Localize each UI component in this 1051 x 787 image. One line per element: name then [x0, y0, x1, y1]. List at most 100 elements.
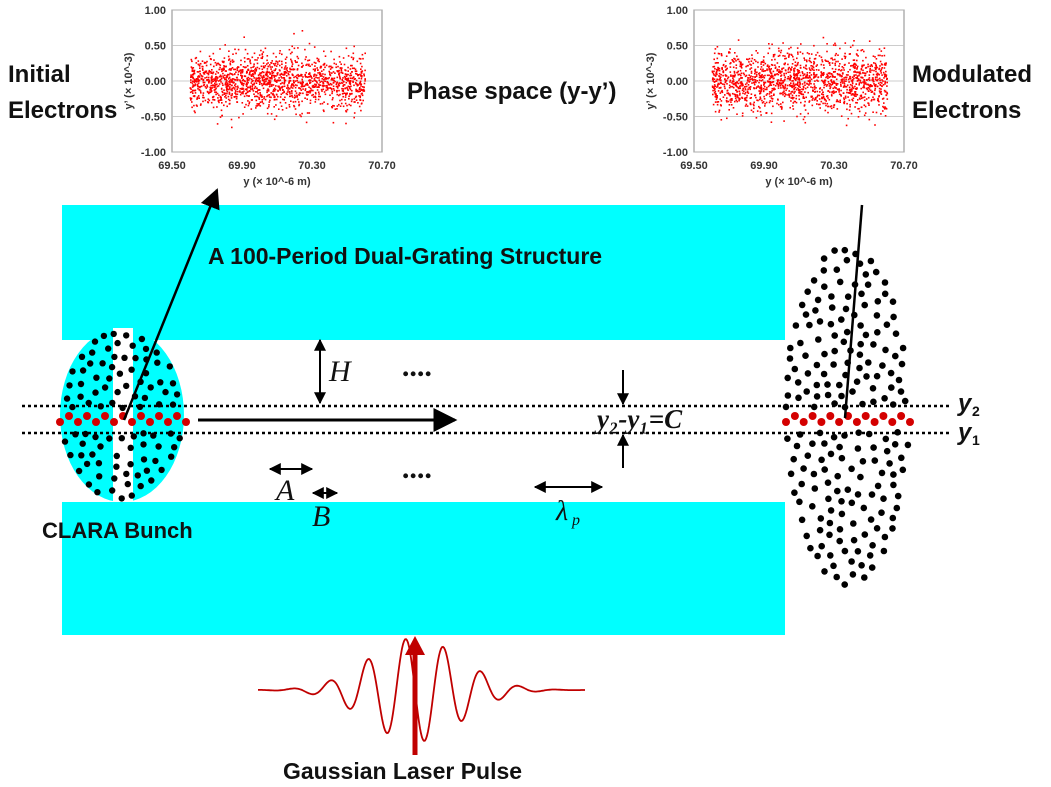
- scatter-point: [729, 79, 732, 82]
- scatter-point: [882, 97, 885, 100]
- scatter-point: [190, 76, 192, 79]
- scatter-point: [792, 105, 794, 107]
- lower-grating-slot: [709, 432, 732, 502]
- electron-dot: [850, 520, 857, 527]
- scatter-point: [225, 65, 227, 68]
- scatter-point: [209, 58, 212, 60]
- scatter-point: [776, 69, 778, 72]
- scatter-point: [314, 95, 316, 98]
- scatter-point: [228, 50, 230, 52]
- scatter-point: [233, 68, 235, 71]
- scatter-point: [288, 91, 291, 93]
- scatter-point: [789, 74, 792, 77]
- scatter-point: [862, 59, 864, 62]
- scatter-point: [843, 97, 845, 99]
- scatter-point: [324, 66, 326, 69]
- scatter-point: [209, 63, 212, 66]
- scatter-point: [761, 79, 764, 81]
- scatter-point: [771, 87, 774, 90]
- scatter-point: [236, 76, 238, 79]
- scatter-point: [268, 80, 271, 82]
- scatter-point: [230, 84, 233, 87]
- scatter-point: [849, 83, 852, 86]
- scatter-point: [205, 70, 208, 72]
- scatter-point: [774, 67, 777, 69]
- scatter-point: [793, 96, 795, 99]
- scatter-point: [213, 78, 215, 80]
- scatter-point: [359, 83, 361, 85]
- scatter-point: [274, 68, 277, 70]
- scatter-point: [845, 85, 848, 88]
- scatter-point: [773, 93, 775, 96]
- scatter-point: [809, 60, 811, 63]
- scatter-point: [346, 108, 349, 111]
- scatter-point: [782, 55, 784, 57]
- scatter-point: [292, 68, 295, 70]
- scatter-point: [315, 62, 317, 64]
- electron-dot: [899, 466, 907, 474]
- scatter-point: [228, 73, 230, 76]
- scatter-point: [841, 78, 844, 80]
- scatter-point: [317, 91, 320, 93]
- scatter-point: [758, 74, 761, 76]
- scatter-point: [800, 90, 803, 93]
- scatter-point: [294, 75, 297, 78]
- scatter-point: [334, 72, 336, 74]
- scatter-point: [246, 52, 249, 55]
- scatter-point: [722, 70, 725, 72]
- scatter-point: [218, 68, 220, 71]
- scatter-point: [718, 69, 721, 72]
- upper-grating-teeth: [182, 340, 785, 406]
- scatter-point: [204, 70, 207, 73]
- electron-dot: [821, 283, 828, 291]
- scatter-point: [782, 91, 784, 94]
- scatter-point: [820, 74, 822, 77]
- scatter-point: [762, 101, 765, 103]
- scatter-point: [731, 85, 734, 88]
- scatter-point: [839, 81, 842, 84]
- scatter-point: [296, 76, 298, 79]
- scatter-point: [778, 71, 780, 73]
- scatter-point: [305, 76, 308, 78]
- scatter-point: [193, 110, 196, 112]
- scatter-point: [852, 66, 855, 68]
- electron-dot: [871, 457, 879, 464]
- scatter-point: [737, 39, 740, 41]
- scatter-point: [724, 94, 726, 96]
- scatter-point: [226, 105, 228, 108]
- scatter-point: [719, 87, 722, 89]
- scatter-point: [838, 73, 841, 76]
- scatter-point: [835, 84, 838, 86]
- scatter-point: [269, 81, 272, 84]
- scatter-point: [321, 102, 324, 105]
- scatter-point: [835, 82, 838, 85]
- scatter-point: [886, 85, 888, 87]
- scatter-point: [192, 84, 195, 87]
- scatter-point: [211, 87, 213, 89]
- scatter-point: [762, 59, 765, 62]
- scatter-point: [796, 57, 798, 60]
- scatter-point: [845, 74, 848, 76]
- scatter-point: [825, 104, 827, 107]
- scatter-point: [734, 95, 737, 97]
- scatter-point: [208, 91, 211, 93]
- electron-dot: [848, 558, 855, 565]
- electron-dot: [92, 389, 99, 396]
- scatter-point: [781, 84, 784, 87]
- scatter-point: [799, 89, 801, 91]
- scatter-point: [308, 42, 311, 45]
- scatter-point: [788, 93, 790, 95]
- scatter-point: [741, 89, 744, 92]
- scatter-point: [883, 63, 886, 66]
- scatter-point: [785, 89, 787, 92]
- scatter-point: [748, 61, 750, 63]
- scatter-point: [197, 95, 200, 97]
- scatter-point: [309, 81, 311, 84]
- scatter-point: [283, 99, 285, 101]
- scatter-point: [814, 74, 816, 76]
- scatter-point: [313, 74, 315, 76]
- scatter-point: [288, 80, 291, 82]
- scatter-point: [863, 114, 866, 117]
- scatter-point: [200, 74, 202, 77]
- electron-dot: [89, 451, 96, 458]
